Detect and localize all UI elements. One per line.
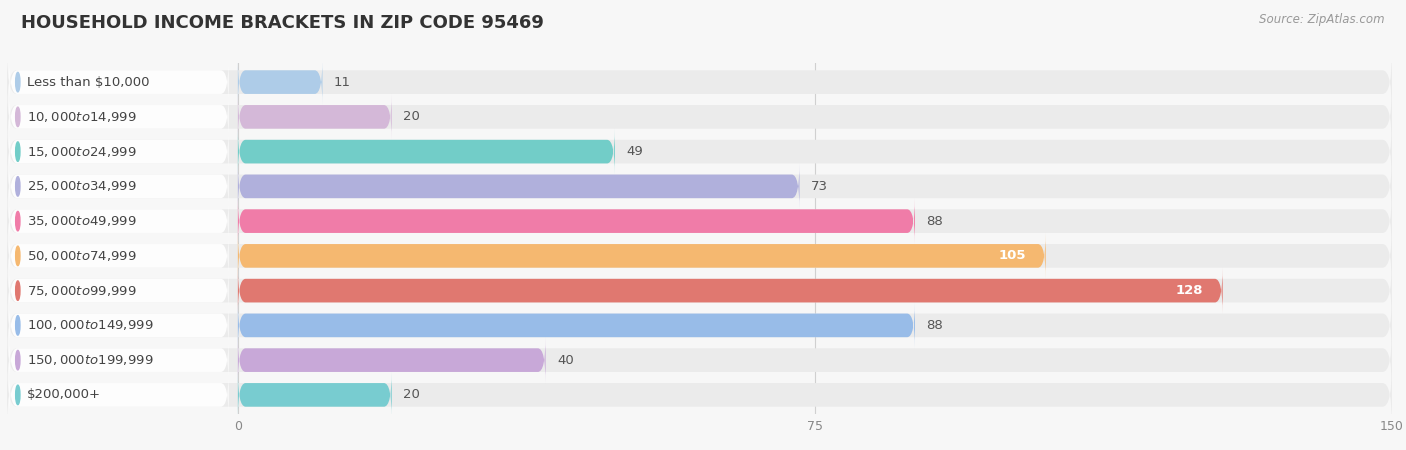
FancyBboxPatch shape [10, 302, 229, 348]
Text: $25,000 to $34,999: $25,000 to $34,999 [27, 180, 136, 194]
FancyBboxPatch shape [238, 59, 322, 105]
FancyBboxPatch shape [238, 233, 1046, 279]
Text: 11: 11 [335, 76, 352, 89]
Text: $35,000 to $49,999: $35,000 to $49,999 [27, 214, 136, 228]
Circle shape [15, 107, 20, 126]
FancyBboxPatch shape [7, 226, 1392, 286]
Text: $15,000 to $24,999: $15,000 to $24,999 [27, 144, 136, 158]
FancyBboxPatch shape [7, 261, 1392, 320]
Text: Source: ZipAtlas.com: Source: ZipAtlas.com [1260, 14, 1385, 27]
FancyBboxPatch shape [10, 129, 229, 175]
Text: 49: 49 [627, 145, 643, 158]
FancyBboxPatch shape [7, 122, 1392, 181]
Text: 105: 105 [1000, 249, 1026, 262]
Text: 20: 20 [404, 388, 420, 401]
Text: HOUSEHOLD INCOME BRACKETS IN ZIP CODE 95469: HOUSEHOLD INCOME BRACKETS IN ZIP CODE 95… [21, 14, 544, 32]
FancyBboxPatch shape [10, 94, 229, 140]
Circle shape [15, 212, 20, 231]
Circle shape [15, 246, 20, 266]
Circle shape [15, 315, 20, 335]
Text: 128: 128 [1175, 284, 1204, 297]
FancyBboxPatch shape [7, 157, 1392, 216]
Text: $50,000 to $74,999: $50,000 to $74,999 [27, 249, 136, 263]
FancyBboxPatch shape [238, 198, 915, 244]
FancyBboxPatch shape [10, 163, 229, 209]
FancyBboxPatch shape [238, 302, 915, 348]
FancyBboxPatch shape [238, 94, 392, 140]
FancyBboxPatch shape [7, 296, 1392, 355]
FancyBboxPatch shape [10, 198, 229, 244]
Text: $75,000 to $99,999: $75,000 to $99,999 [27, 284, 136, 297]
FancyBboxPatch shape [7, 330, 1392, 390]
FancyBboxPatch shape [238, 129, 614, 175]
Circle shape [15, 385, 20, 405]
FancyBboxPatch shape [10, 233, 229, 279]
Text: $150,000 to $199,999: $150,000 to $199,999 [27, 353, 153, 367]
Text: $200,000+: $200,000+ [27, 388, 101, 401]
Circle shape [15, 177, 20, 196]
FancyBboxPatch shape [10, 59, 229, 105]
Text: 88: 88 [927, 319, 943, 332]
FancyBboxPatch shape [238, 337, 546, 383]
Text: 73: 73 [811, 180, 828, 193]
Circle shape [15, 72, 20, 92]
Text: 88: 88 [927, 215, 943, 228]
FancyBboxPatch shape [7, 365, 1392, 425]
Text: $100,000 to $149,999: $100,000 to $149,999 [27, 319, 153, 333]
FancyBboxPatch shape [7, 87, 1392, 147]
Text: Less than $10,000: Less than $10,000 [27, 76, 149, 89]
FancyBboxPatch shape [238, 163, 800, 209]
FancyBboxPatch shape [10, 337, 229, 383]
Text: 20: 20 [404, 110, 420, 123]
FancyBboxPatch shape [10, 372, 229, 418]
FancyBboxPatch shape [7, 52, 1392, 112]
FancyBboxPatch shape [238, 268, 1223, 314]
Circle shape [15, 142, 20, 162]
Circle shape [15, 351, 20, 370]
Circle shape [15, 281, 20, 300]
Text: $10,000 to $14,999: $10,000 to $14,999 [27, 110, 136, 124]
FancyBboxPatch shape [238, 372, 392, 418]
FancyBboxPatch shape [7, 191, 1392, 251]
FancyBboxPatch shape [10, 268, 229, 314]
Text: 40: 40 [557, 354, 574, 367]
